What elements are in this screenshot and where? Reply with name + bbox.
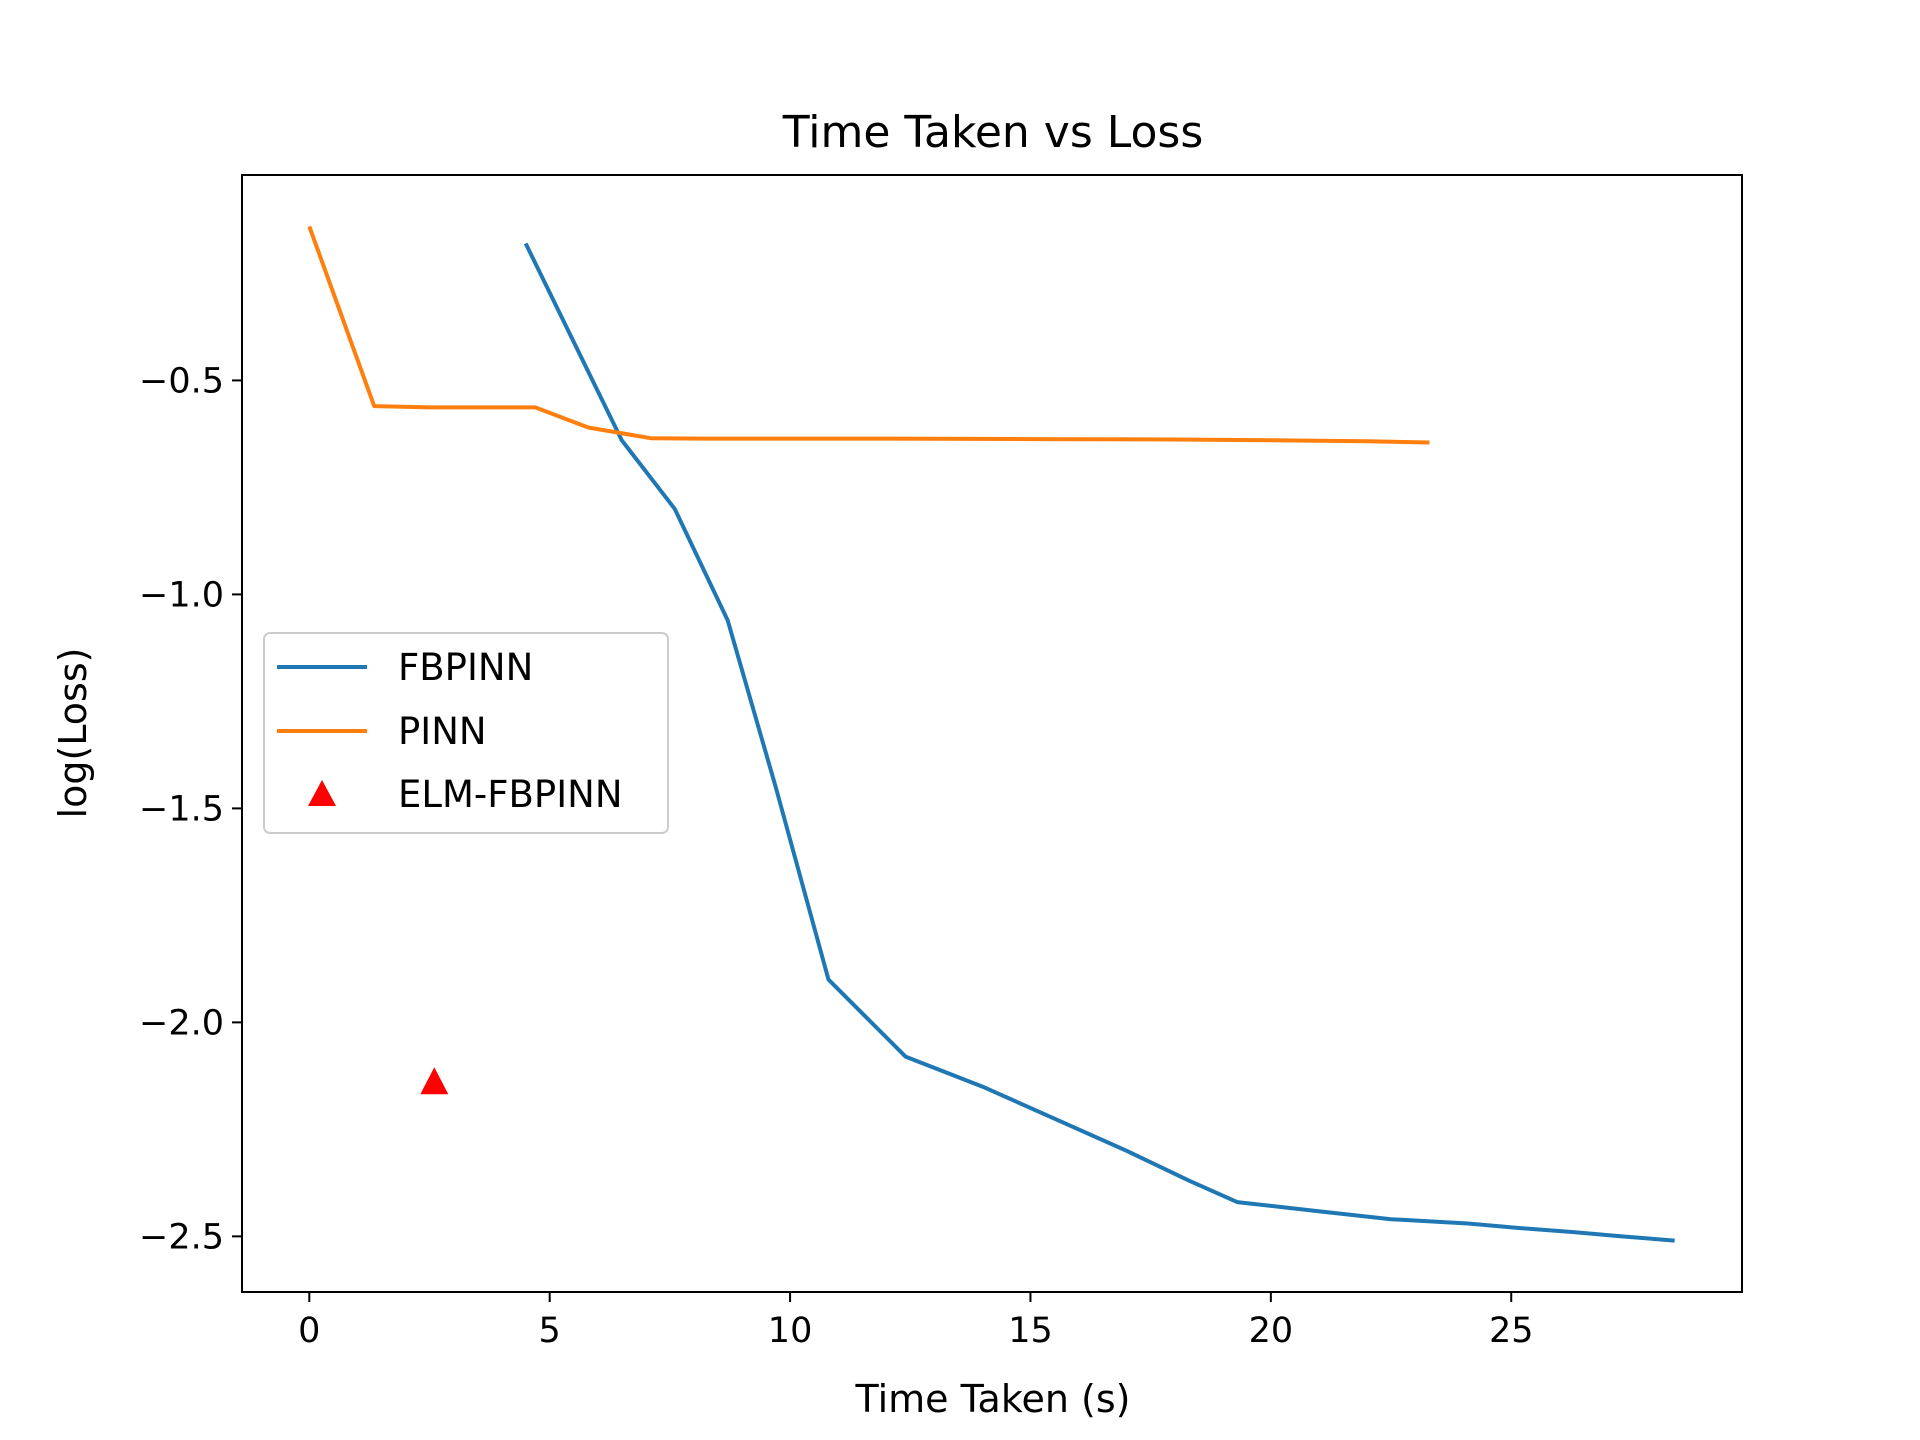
marker-elm-fbpinn [420,1067,449,1095]
x-tick-label: 5 [539,1311,561,1351]
y-tick-label: −0.5 [139,361,224,401]
x-tick-label: 20 [1249,1311,1294,1351]
series-line-pinn [307,225,1430,445]
y-tick-label: −2.5 [139,1217,224,1257]
x-tick-label: 15 [1008,1311,1053,1351]
chart-title: Time Taken vs Loss [782,107,1204,158]
plot-area [307,225,1675,1243]
x-tick-label: 25 [1489,1311,1534,1351]
legend-box [263,632,669,834]
legend: FBPINN PINN ELM-FBPINN [263,632,669,834]
y-tick-label: −1.0 [139,575,224,615]
axes-frame [241,174,1743,1293]
x-tick-label: 10 [768,1311,813,1351]
legend-label-pinn: PINN [398,710,487,753]
legend-label-fbpinn: FBPINN [398,646,533,689]
series-line-fbpinn [523,242,1675,1243]
legend-swatch-elm-fbpinn [308,780,336,806]
x-axis: 0 5 10 15 20 25 [298,1292,1534,1351]
y-axis-label: log(Loss) [51,648,95,819]
y-axis: −0.5 −1.0 −1.5 −2.0 −2.5 [139,361,242,1257]
x-axis-label: Time Taken (s) [855,1377,1131,1421]
y-tick-label: −2.0 [139,1003,224,1043]
y-tick-label: −1.5 [139,789,224,829]
legend-label-elm-fbpinn: ELM-FBPINN [398,773,623,816]
x-tick-label: 0 [298,1311,320,1351]
